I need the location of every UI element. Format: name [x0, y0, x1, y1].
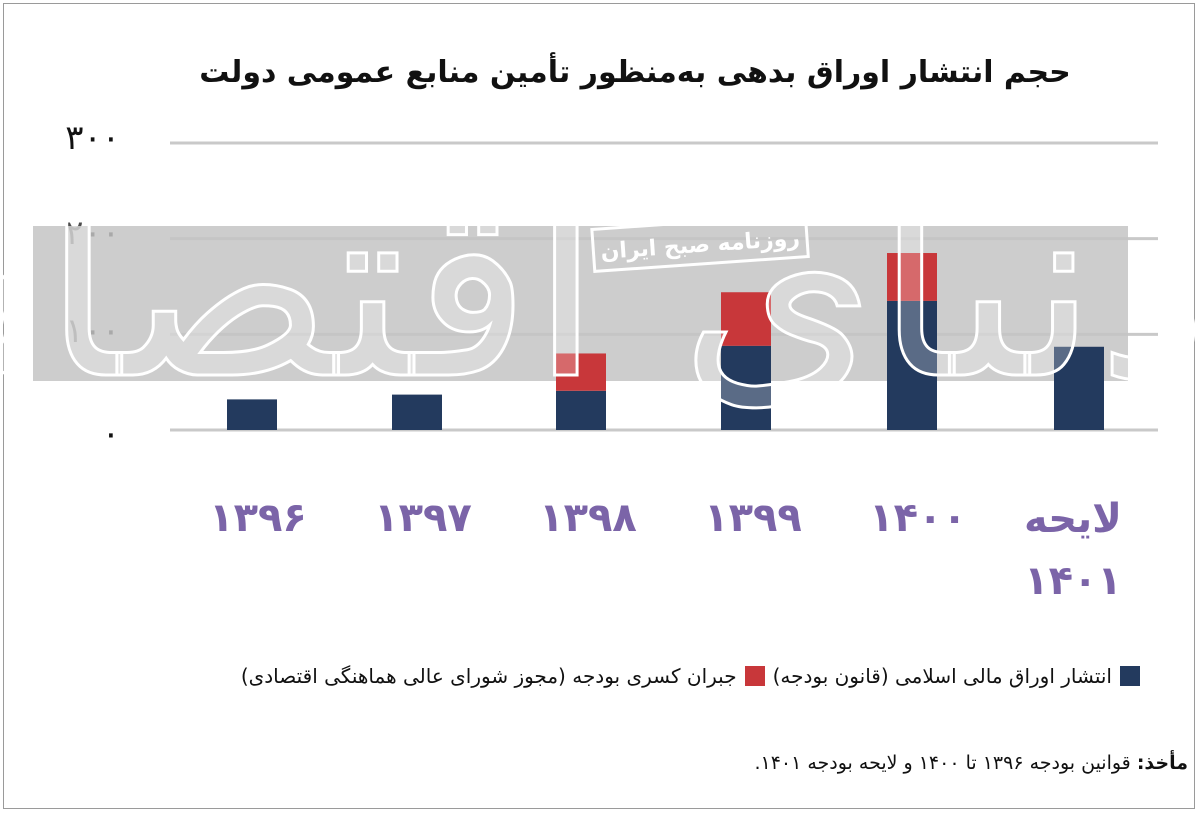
bar-islamic-securities-5 — [1054, 346, 1104, 430]
legend-swatch-red — [744, 666, 765, 686]
x-tick-label-1399: ۱۳۹۹ — [704, 495, 802, 541]
bar-islamic-securities-0 — [227, 399, 277, 430]
source-label: مأخذ: — [1136, 752, 1188, 774]
legend-label-islamic-securities: انتشار اوراق مالی اسلامی (قانون بودجه) — [772, 664, 1112, 688]
x-tick-label-1397: ۱۳۹۷ — [374, 495, 472, 541]
legend-label-deficit: جبران کسری بودجه (مجوز شورای عالی هماهنگ… — [240, 664, 737, 688]
x-tick-label-1398: ۱۳۹۸ — [539, 495, 637, 541]
x-tick-label-1401-bill: لایحه ۱۴۰۱ — [1024, 496, 1122, 604]
watermark-stamp-box — [590, 212, 810, 274]
watermark-logo: دنیای اقتصاد — [0, 143, 1200, 434]
y-tick-label-0: ۰ — [101, 414, 120, 454]
source-text: قوانین بودجه ۱۳۹۶ تا ۱۴۰۰ و لایحه بودجه … — [754, 752, 1131, 774]
bar-islamic-securities-3 — [721, 345, 771, 430]
chart-frame — [3, 3, 1195, 809]
bar-islamic-securities-4 — [887, 300, 937, 430]
legend-swatch-navy — [1120, 666, 1140, 686]
chart-title: حجم انتشار اوراق بدهی به‌منظور تأمین منا… — [199, 55, 1071, 90]
bar-islamic-securities-2 — [556, 390, 606, 430]
bar-deficit-2 — [556, 353, 606, 391]
x-tick-label-1396: ۱۳۹۶ — [209, 495, 307, 541]
bar-deficit-4 — [887, 253, 937, 301]
legend-item-deficit: جبران کسری بودجه (مجوز شورای عالی هماهنگ… — [241, 664, 765, 688]
x-tick-label-1400: ۱۴۰۰ — [869, 495, 967, 541]
source-note: مأخذ: قوانین بودجه ۱۳۹۶ تا ۱۴۰۰ و لایحه … — [754, 752, 1188, 774]
legend-item-islamic-securities: انتشار اوراق مالی اسلامی (قانون بودجه) — [773, 664, 1140, 688]
bar-deficit-3 — [721, 292, 771, 346]
y-tick-label-300: ۳۰۰ — [65, 118, 120, 158]
bar-islamic-securities-1 — [392, 394, 442, 430]
chart-legend: انتشار اوراق مالی اسلامی (قانون بودجه) ج… — [227, 664, 1140, 688]
